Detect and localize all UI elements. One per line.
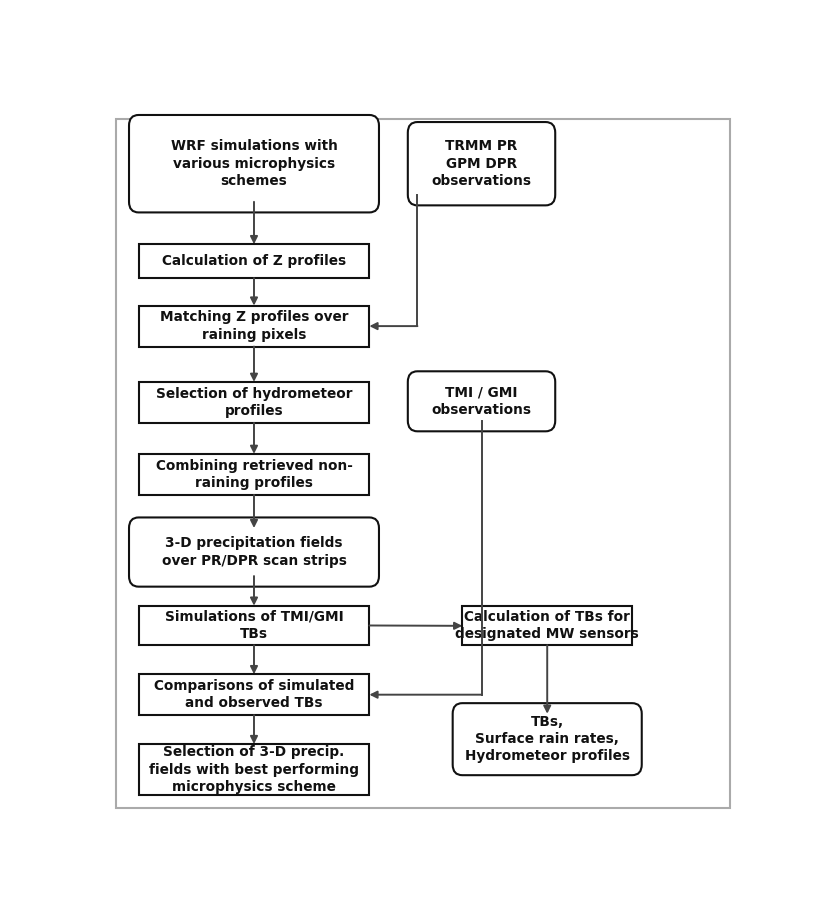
Text: Simulations of TMI/GMI
TBs: Simulations of TMI/GMI TBs [165, 610, 343, 641]
Text: Selection of hydrometeor
profiles: Selection of hydrometeor profiles [155, 387, 352, 418]
Text: Calculation of TBs for
designated MW sensors: Calculation of TBs for designated MW sen… [456, 610, 639, 642]
FancyBboxPatch shape [139, 244, 370, 278]
FancyBboxPatch shape [408, 371, 555, 431]
FancyBboxPatch shape [139, 381, 370, 423]
Text: TRMM PR
GPM DPR
observations: TRMM PR GPM DPR observations [432, 139, 532, 188]
FancyBboxPatch shape [139, 305, 370, 347]
FancyBboxPatch shape [139, 744, 370, 795]
Text: TMI / GMI
observations: TMI / GMI observations [432, 386, 532, 417]
Text: Comparisons of simulated
and observed TBs: Comparisons of simulated and observed TB… [154, 679, 354, 711]
FancyBboxPatch shape [462, 606, 632, 646]
Text: Calculation of Z profiles: Calculation of Z profiles [162, 254, 346, 268]
FancyBboxPatch shape [116, 119, 730, 808]
Text: Matching Z profiles over
raining pixels: Matching Z profiles over raining pixels [160, 311, 348, 342]
Text: TBs,
Surface rain rates,
Hydrometeor profiles: TBs, Surface rain rates, Hydrometeor pro… [465, 715, 629, 764]
FancyBboxPatch shape [139, 674, 370, 715]
FancyBboxPatch shape [408, 122, 555, 205]
FancyBboxPatch shape [129, 115, 379, 213]
FancyBboxPatch shape [139, 606, 370, 646]
FancyBboxPatch shape [139, 454, 370, 495]
FancyBboxPatch shape [129, 517, 379, 587]
Text: Selection of 3-D precip.
fields with best performing
microphysics scheme: Selection of 3-D precip. fields with bes… [149, 746, 359, 794]
Text: 3-D precipitation fields
over PR/DPR scan strips: 3-D precipitation fields over PR/DPR sca… [161, 536, 347, 568]
Text: WRF simulations with
various microphysics
schemes: WRF simulations with various microphysic… [170, 139, 337, 188]
Text: Combining retrieved non-
raining profiles: Combining retrieved non- raining profile… [155, 458, 352, 490]
FancyBboxPatch shape [452, 703, 642, 775]
